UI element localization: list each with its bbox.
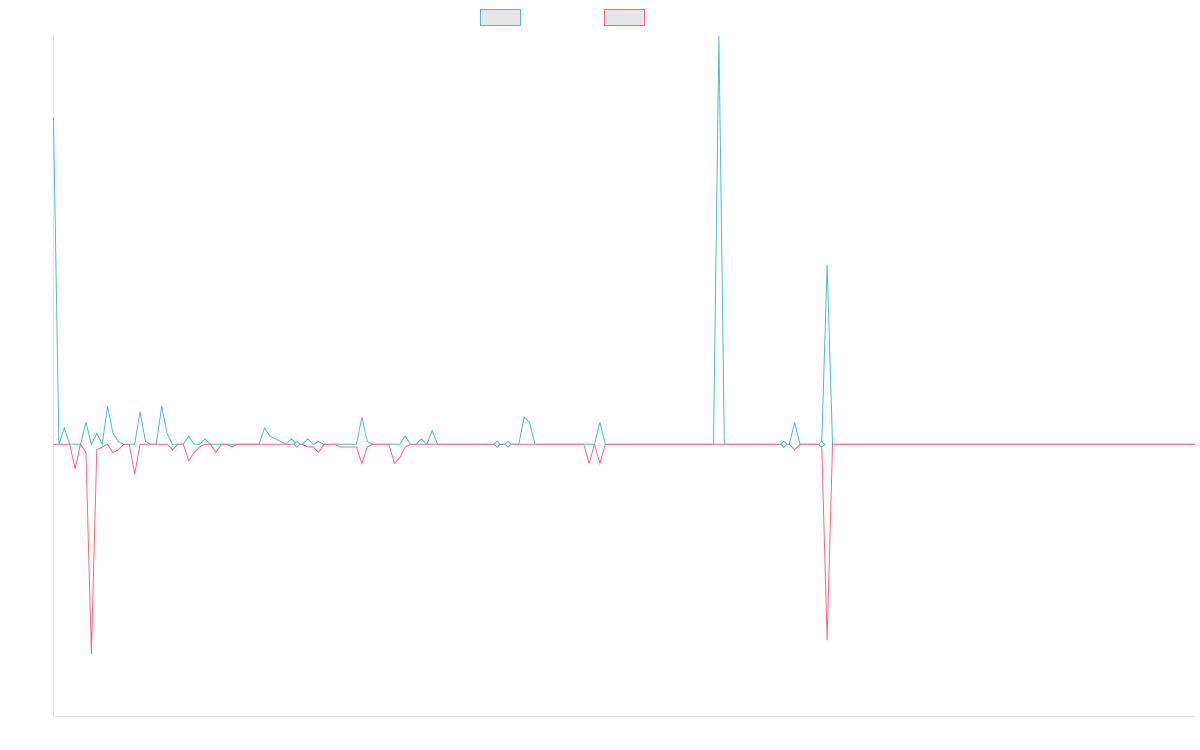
series-line-1[interactable] bbox=[53, 35, 1196, 446]
plot-area bbox=[53, 35, 1196, 654]
data-point-marker[interactable] bbox=[504, 440, 512, 449]
data-point-marker[interactable] bbox=[818, 440, 826, 449]
legend bbox=[480, 9, 645, 26]
data-point-marker[interactable] bbox=[493, 440, 501, 449]
series-line-2[interactable] bbox=[53, 442, 1196, 654]
data-point-marker[interactable] bbox=[293, 440, 301, 449]
data-point-marker[interactable] bbox=[780, 440, 788, 449]
legend-swatch-series-2[interactable] bbox=[604, 9, 645, 26]
legend-swatch-series-1[interactable] bbox=[480, 9, 521, 26]
